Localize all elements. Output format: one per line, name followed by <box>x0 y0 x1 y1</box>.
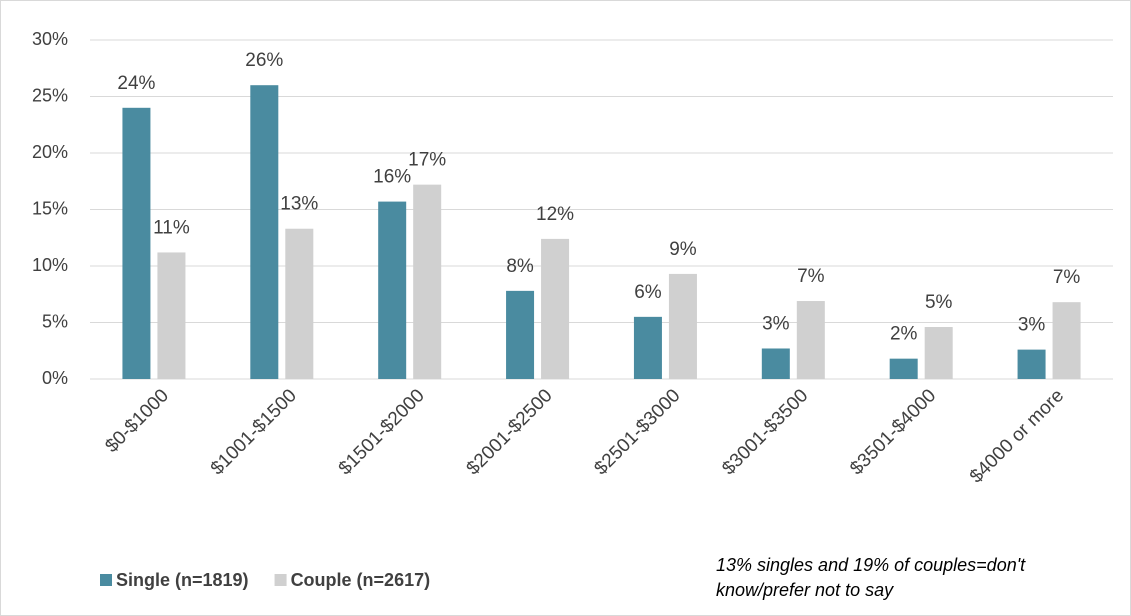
bar <box>668 273 697 379</box>
data-label: 7% <box>1053 267 1081 288</box>
y-tick-label: 10% <box>32 255 68 275</box>
bar <box>122 107 151 380</box>
y-tick-label: 15% <box>32 198 68 218</box>
data-label: 12% <box>536 204 574 225</box>
data-label: 24% <box>117 73 155 94</box>
y-tick-label: 25% <box>32 85 68 105</box>
data-label: 6% <box>634 282 662 303</box>
annotation: know/prefer not to say <box>716 580 894 600</box>
bar <box>796 301 825 379</box>
y-tick-label: 0% <box>42 368 68 388</box>
y-tick-label: 5% <box>42 311 68 331</box>
legend-swatch <box>100 574 112 586</box>
legend-label: Couple (n=2617) <box>291 570 431 590</box>
y-tick-label: 20% <box>32 142 68 162</box>
bar <box>924 327 953 379</box>
bar <box>761 348 790 379</box>
bar <box>285 228 314 379</box>
bar <box>1052 302 1081 379</box>
annotation: 13% singles and 19% of couples=don't <box>716 555 1026 575</box>
data-label: 13% <box>280 194 318 215</box>
legend-swatch <box>274 574 287 586</box>
data-label: 2% <box>890 324 918 345</box>
bar <box>413 184 442 379</box>
bar <box>633 316 662 379</box>
legend-label: Single (n=1819) <box>116 570 249 590</box>
data-label: 9% <box>669 239 697 260</box>
bar <box>250 85 279 379</box>
data-label: 26% <box>245 50 283 71</box>
data-label: 16% <box>373 167 411 188</box>
bar <box>157 252 186 379</box>
data-label: 5% <box>925 292 953 313</box>
bar <box>378 201 407 379</box>
y-tick-label: 30% <box>32 29 68 49</box>
bar <box>1017 349 1046 379</box>
data-label: 8% <box>506 256 534 277</box>
data-label: 17% <box>408 150 446 171</box>
data-label: 11% <box>153 217 190 238</box>
bar <box>541 238 570 379</box>
data-label: 7% <box>797 266 825 287</box>
data-label: 3% <box>1018 315 1046 336</box>
data-label: 3% <box>762 314 790 335</box>
bar <box>889 358 918 379</box>
bar <box>506 290 535 379</box>
